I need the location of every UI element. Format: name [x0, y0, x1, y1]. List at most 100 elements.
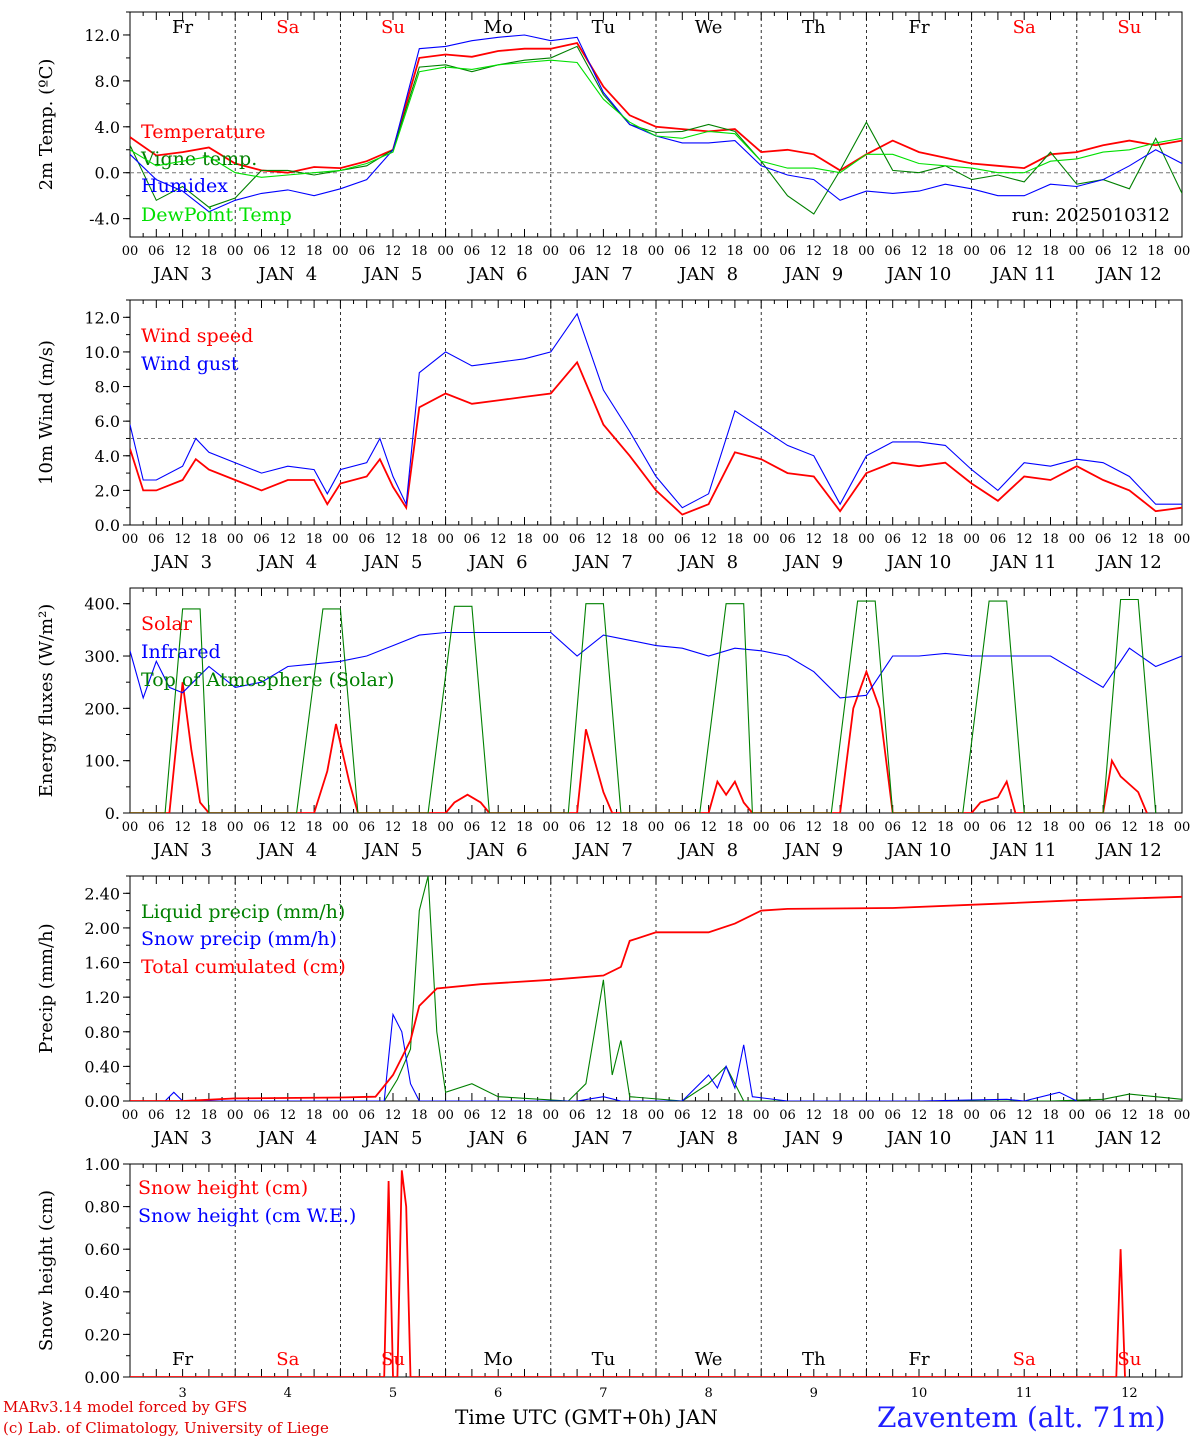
weekday-label: Tu — [592, 1349, 616, 1370]
legend-entry: Snow height (cm W.E.) — [138, 1205, 356, 1227]
y-tick-label: 0.60 — [84, 1240, 120, 1259]
y-tick-label: 1.20 — [84, 988, 120, 1007]
y-tick-label: 12.0 — [84, 26, 120, 45]
x-hour-label: 18 — [727, 532, 744, 547]
x-hour-label: 06 — [674, 1108, 691, 1123]
x-hour-label: 12 — [911, 1108, 928, 1123]
x-hour-label: 06 — [674, 820, 691, 835]
weekday-label: Sa — [276, 17, 299, 38]
x-date-label: JAN 10 — [885, 1128, 952, 1149]
x-hour-label: 12 — [1016, 244, 1033, 259]
x-hour-label: 00 — [227, 1108, 244, 1123]
x-hour-label: 00 — [332, 244, 349, 259]
x-hour-label: 18 — [1042, 1108, 1059, 1123]
legend-entry: Infrared — [141, 641, 221, 663]
panel-1: -4.0 0.0 4.0 8.0 12.0 2m Temp. (ºC) 00 06 12 18 00… — [36, 11, 1190, 285]
x-hour-label: 12 — [174, 532, 191, 547]
x-date-label: JAN 5 — [362, 264, 423, 285]
y-tick-label: 1.00 — [84, 1155, 120, 1174]
panel-2: 0.0 2.0 4.0 6.0 8.0 10.0 12.0 10m Wind (m/s) 00 0… — [36, 299, 1191, 573]
weekday-label: Mo — [484, 17, 513, 38]
weekday-label: Fr — [172, 17, 193, 38]
x-hour-label: 06 — [674, 532, 691, 547]
x-hour-label: 18 — [1042, 532, 1059, 547]
x-hour-label: 12 — [385, 532, 402, 547]
x-date-label: JAN 11 — [990, 552, 1057, 573]
series-line-top-of-atmosphere-solar- — [130, 598, 1157, 813]
legend-entry: Wind gust — [141, 353, 239, 375]
x-hour-label: 18 — [727, 1108, 744, 1123]
x-hour-label: 00 — [543, 532, 560, 547]
x-hour-label: 12 — [911, 532, 928, 547]
day-number-label: 5 — [389, 1386, 397, 1401]
y-tick-label: 0.0 — [95, 164, 120, 183]
x-hour-label: 18 — [306, 820, 323, 835]
x-hour-label: 00 — [648, 532, 665, 547]
y-tick-label: 12.0 — [84, 308, 120, 327]
x-hour-label: 00 — [648, 1108, 665, 1123]
x-hour-label: 06 — [569, 1108, 586, 1123]
plot-frame — [129, 587, 1183, 814]
x-date-label: JAN 4 — [256, 1128, 317, 1149]
x-hour-label: 00 — [122, 532, 139, 547]
x-hour-label: 18 — [937, 1108, 954, 1123]
x-hour-label: 18 — [832, 244, 849, 259]
x-hour-label: 00 — [648, 820, 665, 835]
x-date-label: JAN 9 — [782, 552, 843, 573]
x-hour-label: 06 — [1095, 532, 1112, 547]
x-hour-label: 00 — [648, 244, 665, 259]
weekday-label: Fr — [172, 1349, 193, 1370]
x-hour-label: 00 — [437, 244, 454, 259]
x-date-label: JAN 3 — [151, 1128, 212, 1149]
y-tick-label: 0. — [105, 804, 120, 823]
x-hour-label: 06 — [990, 820, 1007, 835]
x-date-label: JAN 4 — [256, 264, 317, 285]
x-hour-label: 18 — [306, 1108, 323, 1123]
x-hour-label: 18 — [306, 244, 323, 259]
x-hour-label: 06 — [884, 244, 901, 259]
x-hour-label: 12 — [174, 1108, 191, 1123]
y-tick-label: 10.0 — [84, 343, 120, 362]
x-hour-label: 12 — [595, 244, 612, 259]
series-line-snow-precip-mm-h- — [130, 1012, 1078, 1101]
x-hour-label: 12 — [1016, 820, 1033, 835]
x-hour-label: 12 — [385, 1108, 402, 1123]
y-tick-label: 400. — [84, 595, 120, 614]
x-hour-label: 00 — [753, 532, 770, 547]
y-tick-label: 0.0 — [95, 516, 120, 535]
legend-entry: Vigne temp. — [140, 148, 257, 170]
x-hour-label: 00 — [122, 820, 139, 835]
x-hour-label: 06 — [358, 244, 375, 259]
x-date-label: JAN 8 — [677, 264, 738, 285]
day-number-label: 4 — [284, 1386, 292, 1401]
x-date-label: JAN 9 — [782, 264, 843, 285]
x-hour-label: 18 — [411, 532, 428, 547]
x-hour-label: 00 — [122, 1108, 139, 1123]
legend-entry: Liquid precip (mm/h) — [141, 901, 345, 923]
x-hour-label: 12 — [1016, 1108, 1033, 1123]
x-hour-label: 00 — [122, 244, 139, 259]
x-hour-label: 00 — [1174, 1108, 1191, 1123]
y-tick-label: 2.00 — [84, 919, 120, 938]
y-tick-label: 8.0 — [95, 72, 120, 91]
day-number-label: 12 — [1121, 1386, 1138, 1401]
x-hour-label: 12 — [595, 1108, 612, 1123]
x-hour-label: 00 — [1069, 244, 1086, 259]
x-date-label: JAN 12 — [1095, 1128, 1162, 1149]
day-number-label: 6 — [494, 1386, 502, 1401]
x-hour-label: 00 — [1174, 532, 1191, 547]
day-number-label: 8 — [704, 1386, 712, 1401]
x-hour-label: 00 — [963, 244, 980, 259]
x-date-label: JAN 7 — [572, 840, 633, 861]
x-hour-label: 06 — [779, 1108, 796, 1123]
x-hour-label: 06 — [884, 1108, 901, 1123]
y-tick-label: 0.00 — [84, 1368, 120, 1387]
x-date-label: JAN 8 — [677, 840, 738, 861]
y-tick-label: -4.0 — [89, 210, 120, 229]
weekday-label: Fr — [908, 1349, 929, 1370]
x-date-label: JAN 8 — [677, 552, 738, 573]
day-number-label: 3 — [178, 1386, 186, 1401]
x-hour-label: 12 — [700, 244, 717, 259]
series-line-infrared — [130, 631, 1182, 700]
weekday-label: Th — [802, 1349, 826, 1370]
